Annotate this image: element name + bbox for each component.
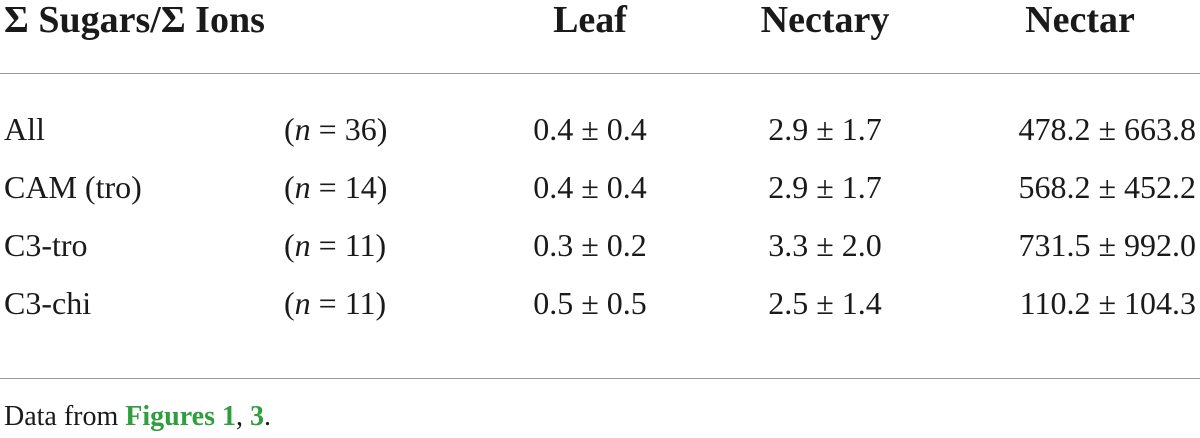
table-footnote: Data from Figures 1, 3. (4, 400, 271, 434)
table-row: C3-chi (n = 11) 0.5 ± 0.5 2.5 ± 1.4 110.… (0, 281, 1200, 339)
table-body: All (n = 36) 0.4 ± 0.4 2.9 ± 1.7 478.2 ±… (0, 107, 1200, 339)
table-row: C3-tro (n = 11) 0.3 ± 0.2 3.3 ± 2.0 731.… (0, 223, 1200, 281)
header-nectar: Nectar (1025, 0, 1135, 41)
header-leaf: Leaf (553, 0, 627, 41)
header-nectary: Nectary (760, 0, 890, 41)
row-leaf: 0.3 ± 0.2 (533, 227, 647, 263)
row-sample-size: (n = 36) (284, 111, 388, 147)
row-nectary: 2.9 ± 1.7 (768, 169, 882, 205)
table-row: CAM (tro) (n = 14) 0.4 ± 0.4 2.9 ± 1.7 5… (0, 165, 1200, 223)
row-nectary: 3.3 ± 2.0 (768, 227, 882, 263)
table-header: Σ Sugars/Σ Ions Leaf Nectary Nectar (0, 0, 1200, 48)
figures-1-link[interactable]: Figures 1 (125, 401, 236, 432)
row-nectar: 110.2 ± 104.3 (1019, 285, 1196, 321)
row-group: All (4, 111, 45, 147)
row-group: CAM (tro) (4, 169, 142, 205)
row-leaf: 0.4 ± 0.4 (533, 111, 647, 147)
row-nectar: 568.2 ± 452.2 (1018, 169, 1196, 205)
footer-divider (0, 378, 1200, 379)
row-sample-size: (n = 11) (284, 285, 387, 321)
row-sample-size: (n = 14) (284, 169, 388, 205)
row-group: C3-chi (4, 285, 92, 321)
row-group: C3-tro (4, 227, 88, 263)
header-group: Σ Sugars/Σ Ions (4, 0, 265, 41)
row-nectar: 731.5 ± 992.0 (1018, 227, 1196, 263)
row-leaf: 0.4 ± 0.4 (533, 169, 647, 205)
row-nectary: 2.5 ± 1.4 (768, 285, 882, 321)
row-nectar: 478.2 ± 663.8 (1018, 111, 1196, 147)
header-divider (0, 73, 1200, 74)
row-nectary: 2.9 ± 1.7 (768, 111, 882, 147)
footnote-separator: , (236, 401, 250, 432)
row-leaf: 0.5 ± 0.5 (533, 285, 647, 321)
footnote-prefix: Data from (4, 401, 126, 432)
footnote-suffix: . (264, 401, 271, 432)
figure-3-link[interactable]: 3 (250, 401, 264, 432)
row-sample-size: (n = 11) (284, 227, 387, 263)
table-row: All (n = 36) 0.4 ± 0.4 2.9 ± 1.7 478.2 ±… (0, 107, 1200, 165)
